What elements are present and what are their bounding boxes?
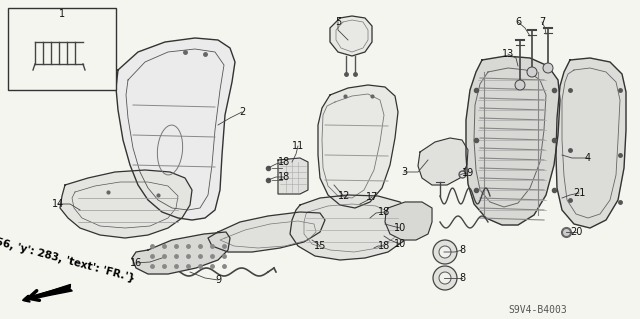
Circle shape: [433, 266, 457, 290]
Text: 11: 11: [292, 141, 304, 151]
Text: 9: 9: [215, 275, 221, 285]
Text: 4: 4: [585, 153, 591, 163]
Polygon shape: [418, 138, 468, 185]
Text: 5: 5: [335, 17, 341, 27]
Text: 18: 18: [378, 241, 390, 251]
Text: S9V4-B4003: S9V4-B4003: [508, 305, 567, 315]
Circle shape: [515, 80, 525, 90]
Text: 1: 1: [59, 9, 65, 19]
Polygon shape: [132, 232, 230, 274]
Polygon shape: [60, 170, 192, 238]
Text: {'x': 56, 'y': 283, 'text': 'FR.'}: {'x': 56, 'y': 283, 'text': 'FR.'}: [0, 229, 136, 283]
Text: 14: 14: [52, 199, 64, 209]
Polygon shape: [290, 195, 412, 260]
Text: 3: 3: [401, 167, 407, 177]
Text: 18: 18: [278, 157, 290, 167]
Text: 8: 8: [459, 245, 465, 255]
Circle shape: [433, 240, 457, 264]
Text: 12: 12: [338, 191, 350, 201]
Text: 18: 18: [278, 172, 290, 182]
Polygon shape: [556, 58, 626, 228]
Text: 15: 15: [314, 241, 326, 251]
Polygon shape: [385, 202, 432, 240]
Text: 16: 16: [130, 258, 142, 268]
Text: 20: 20: [570, 227, 582, 237]
Text: 6: 6: [515, 17, 521, 27]
Text: 13: 13: [502, 49, 514, 59]
Polygon shape: [318, 85, 398, 208]
Circle shape: [527, 67, 537, 77]
Circle shape: [439, 272, 451, 284]
Text: 17: 17: [366, 192, 378, 202]
Polygon shape: [116, 38, 235, 220]
Text: 10: 10: [394, 223, 406, 233]
Text: 21: 21: [573, 188, 585, 198]
Polygon shape: [330, 16, 372, 56]
Text: 8: 8: [459, 273, 465, 283]
Bar: [8, 8, 116, 90]
Circle shape: [439, 246, 451, 258]
Polygon shape: [278, 158, 308, 194]
Text: 10: 10: [394, 239, 406, 249]
Circle shape: [543, 63, 553, 73]
Polygon shape: [466, 56, 560, 225]
Text: 18: 18: [378, 207, 390, 217]
Text: 7: 7: [539, 17, 545, 27]
Polygon shape: [208, 212, 325, 252]
Text: 2: 2: [239, 107, 245, 117]
Text: 19: 19: [462, 168, 474, 178]
